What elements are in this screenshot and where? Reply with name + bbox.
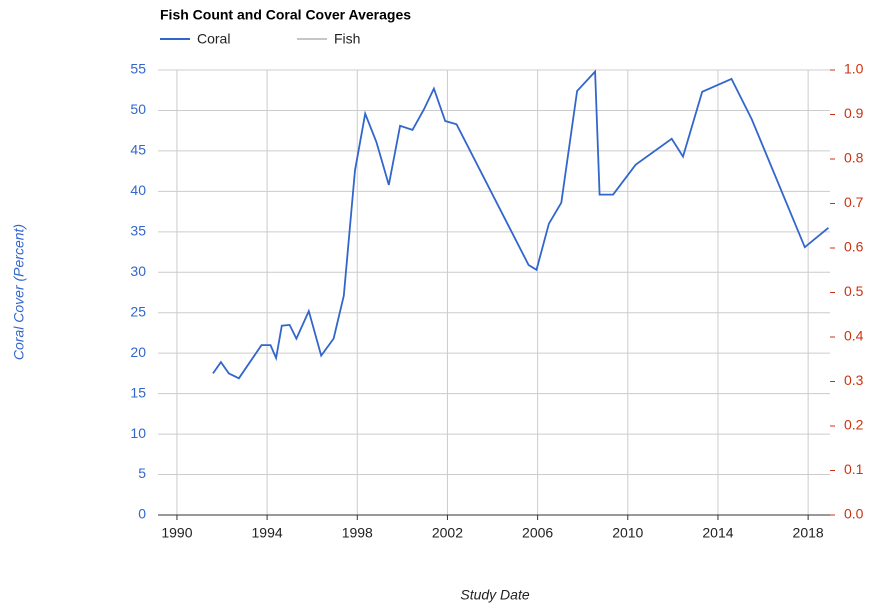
x-tick-label: 2006 [522, 525, 553, 541]
y-tick-label: 20 [130, 344, 146, 360]
y-tick-label: 50 [130, 101, 146, 117]
legend-label: Coral [197, 31, 230, 47]
y2-tick-label: 0.6 [844, 239, 864, 255]
chart-title: Fish Count and Coral Cover Averages [160, 7, 411, 23]
x-tick-label: 2014 [702, 525, 733, 541]
y-tick-label: 0 [138, 506, 146, 522]
y2-tick-label: 0.4 [844, 328, 864, 344]
y2-tick-label: 0.3 [844, 372, 864, 388]
x-tick-label: 2002 [432, 525, 463, 541]
line-series [212, 69, 829, 380]
x-tick-label: 1994 [252, 525, 283, 541]
x-tick-label: 2018 [793, 525, 824, 541]
y-tick-label: 30 [130, 263, 146, 279]
y-tick-label: 10 [130, 425, 146, 441]
y2-tick-label: 0.8 [844, 150, 864, 166]
x-tick-label: 1998 [342, 525, 373, 541]
y2-tick-label: 0.2 [844, 417, 864, 433]
y2-tick-label: 0.5 [844, 283, 864, 299]
y-tick-label: 15 [130, 384, 146, 400]
y-tick-label: 25 [130, 303, 146, 319]
y-tick-label: 55 [130, 61, 146, 77]
y-tick-label: 40 [130, 182, 146, 198]
x-tick-label: 1990 [161, 525, 192, 541]
y-axis-label: Coral Cover (Percent) [11, 224, 27, 360]
y2-tick-label: 1.0 [844, 61, 864, 77]
x-tick-label: 2010 [612, 525, 643, 541]
legend-label: Fish [334, 31, 360, 47]
y-tick-label: 35 [130, 223, 146, 239]
y2-tick-label: 0.9 [844, 105, 864, 121]
y2-tick-label: 0.1 [844, 461, 864, 477]
y-tick-label: 45 [130, 142, 146, 158]
y2-tick-label: 0.7 [844, 194, 864, 210]
x-axis-label: Study Date [460, 587, 529, 603]
y-tick-label: 5 [138, 465, 146, 481]
y2-tick-label: 0.0 [844, 506, 864, 522]
